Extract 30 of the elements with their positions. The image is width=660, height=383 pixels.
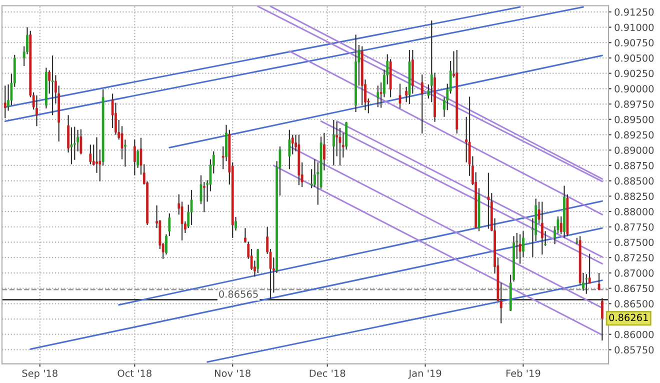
- y-tick-label: 0.88750: [614, 162, 654, 170]
- y-tick-label: 0.91250: [614, 8, 654, 16]
- y-tick-label: 0.86750: [614, 284, 654, 292]
- y-tick-label: 0.87250: [614, 254, 654, 262]
- annotation: 0.86261: [609, 314, 648, 322]
- x-tick-label: Oct '18: [118, 370, 152, 377]
- y-tick-label: 0.85750: [614, 346, 654, 354]
- y-tick-label: 0.87750: [614, 223, 654, 231]
- x-tick-label: Dec '18: [310, 370, 346, 377]
- x-tick-label: Feb '19: [506, 369, 540, 377]
- y-tick-label: 0.87000: [614, 269, 654, 277]
- y-tick-label: 0.90250: [614, 70, 654, 78]
- y-tick-label: 0.90000: [614, 85, 654, 92]
- y-tick-label: 0.86500: [614, 300, 654, 308]
- ref-line-label: 0.86565: [219, 290, 258, 298]
- x-tick-label: Nov '18: [214, 370, 250, 377]
- x-tick-label: Sep '18: [22, 370, 58, 379]
- y-tick-label: 0.88500: [614, 177, 654, 185]
- y-tick-label: 0.88250: [614, 192, 654, 200]
- y-tick-label: 0.88000: [614, 208, 654, 216]
- y-tick-label: 0.90500: [614, 54, 654, 62]
- y-tick-label: 0.91000: [614, 24, 654, 32]
- y-tick-label: 0.89500: [614, 116, 654, 124]
- y-tick-label: 0.90750: [614, 39, 654, 46]
- y-tick-label: 0.89250: [614, 131, 654, 139]
- y-tick-label: 0.89750: [614, 100, 654, 108]
- y-tick-label: 0.86000: [614, 330, 654, 338]
- x-tick-label: Jan '19: [408, 370, 442, 379]
- y-tick-label: 0.89000: [614, 146, 654, 154]
- y-tick-label: 0.87500: [614, 238, 654, 246]
